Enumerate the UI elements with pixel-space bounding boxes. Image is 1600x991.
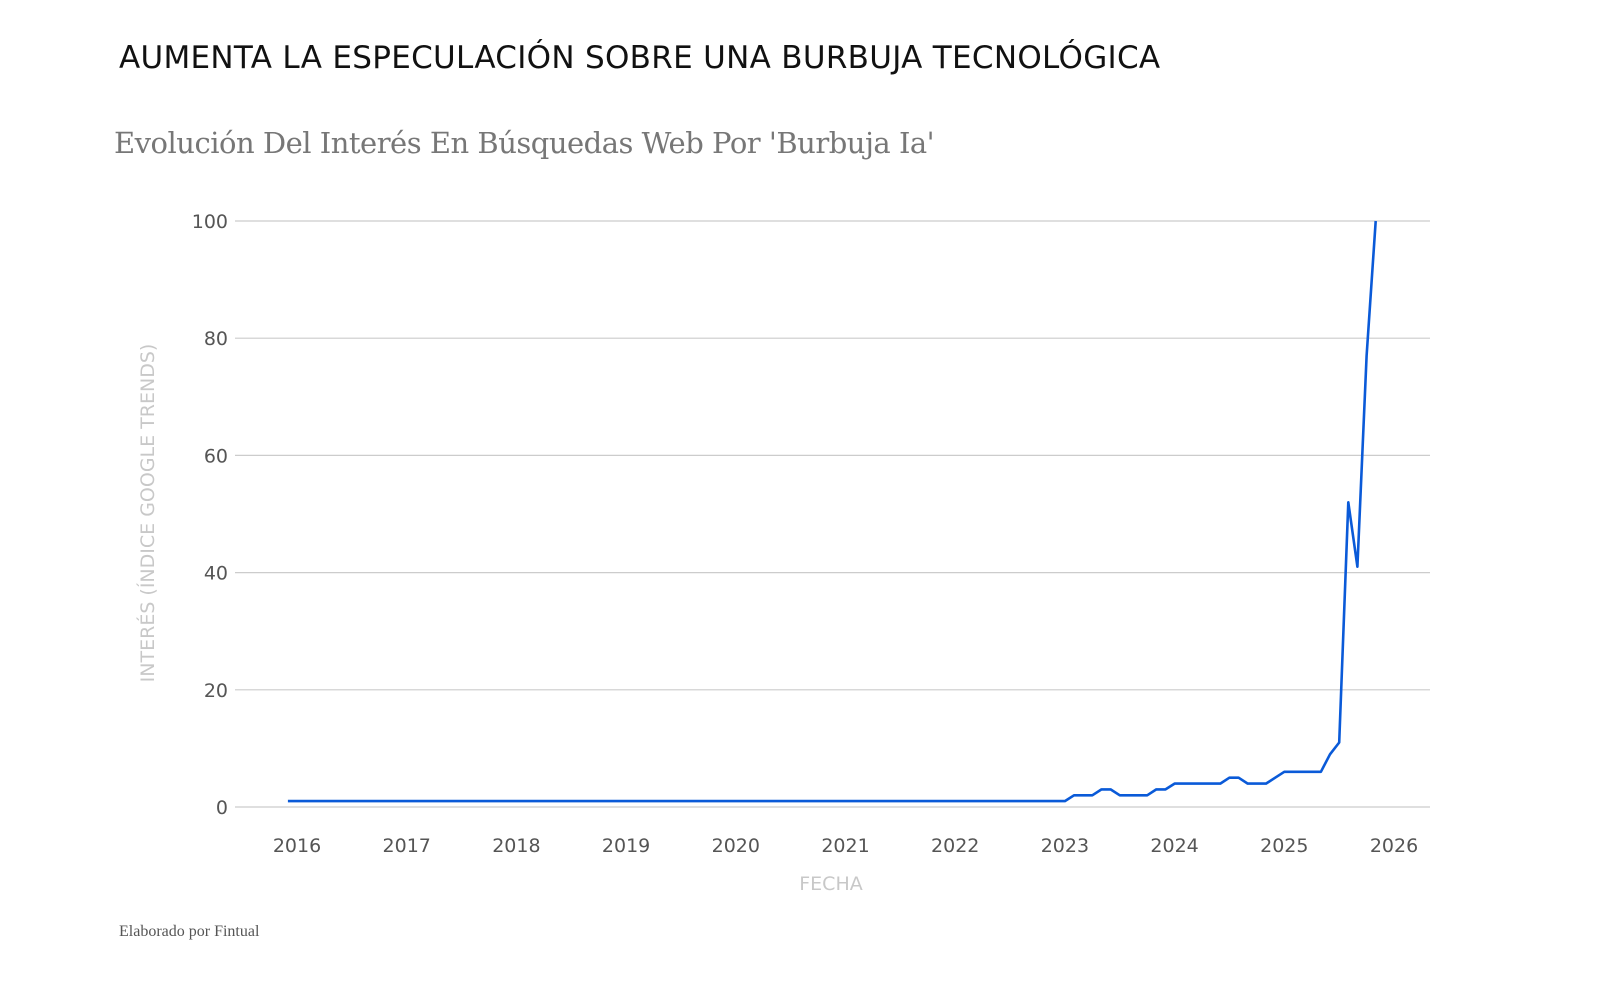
x-tick-label: 2018: [492, 835, 540, 857]
y-tick-label: 0: [216, 797, 228, 819]
x-axis-label: FECHA: [799, 873, 863, 895]
y-tick-label: 80: [204, 328, 228, 350]
series-line-burbuja-ia: [287, 220, 1377, 803]
gridlines: [235, 220, 1430, 808]
y-tick-label: 20: [204, 680, 228, 702]
footer-credit: Elaborado por Fintual: [119, 923, 260, 940]
x-tick-label: 2016: [273, 835, 321, 857]
x-tick-label: 2020: [712, 835, 760, 857]
x-tick-labels: 2016 2017 2018 2019 2020 2021 2022 2023 2024 2025…: [273, 835, 1418, 857]
x-tick-label: 2025: [1260, 835, 1308, 857]
x-tick-label: 2022: [931, 835, 979, 857]
x-tick-label: 2024: [1150, 835, 1198, 857]
page-title: AUMENTA LA ESPECULACIÓN SOBRE UNA BURBUJ…: [119, 40, 1161, 76]
x-tick-label: 2026: [1370, 835, 1418, 857]
y-axis-label: INTERÉS (ÍNDICE GOOGLE TRENDS): [136, 344, 159, 683]
y-tick-label: 60: [204, 445, 228, 467]
chart-subtitle: Evolución Del Interés En Búsquedas Web P…: [114, 126, 935, 160]
x-tick-label: 2017: [383, 835, 431, 857]
y-tick-labels: 0 20 40 60 80 100: [192, 211, 228, 819]
x-tick-label: 2021: [821, 835, 869, 857]
y-tick-label: 100: [192, 211, 228, 233]
x-tick-label: 2023: [1041, 835, 1089, 857]
x-tick-label: 2019: [602, 835, 650, 857]
y-tick-label: 40: [204, 563, 228, 585]
